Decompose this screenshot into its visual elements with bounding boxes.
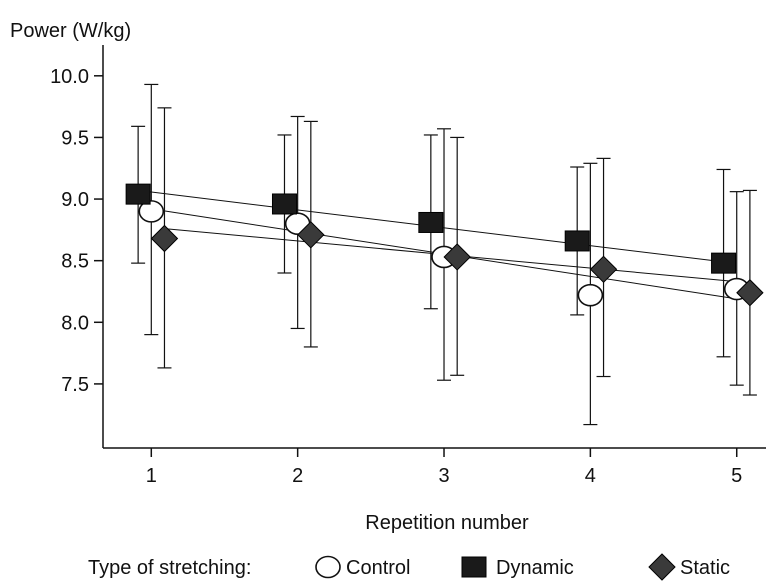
axes: 7.5 8.0 8.5 9.0 9.5 10.0 1 2 3 4 5 bbox=[50, 45, 766, 487]
marker-dynamic bbox=[711, 252, 737, 274]
y-tick-label: 9.5 bbox=[61, 127, 89, 149]
marker-control bbox=[138, 200, 165, 223]
marker-control bbox=[577, 283, 604, 307]
marker-static bbox=[589, 255, 618, 284]
marker-dynamic bbox=[564, 230, 590, 252]
legend-label-static: Static bbox=[680, 557, 730, 579]
y-axis-title: Power (W/kg) bbox=[10, 20, 131, 42]
marker-static bbox=[736, 279, 764, 307]
marker-dynamic bbox=[271, 193, 297, 215]
marker-dynamic bbox=[125, 183, 151, 205]
legend-label-control: Control bbox=[346, 557, 410, 579]
x-tick-label: 4 bbox=[585, 465, 596, 487]
marker-static bbox=[150, 224, 179, 253]
legend: Type of stretching: Control Dynamic Static bbox=[88, 553, 730, 581]
x-tick-label: 1 bbox=[146, 465, 157, 487]
legend-items: Control Dynamic Static bbox=[315, 553, 730, 581]
x-tick-label: 3 bbox=[438, 465, 449, 487]
y-tick-label: 10.0 bbox=[50, 66, 89, 88]
legend-marker-control bbox=[315, 555, 341, 579]
y-tick-label: 9.0 bbox=[61, 189, 89, 211]
data-markers bbox=[125, 183, 764, 307]
legend-marker-dynamic bbox=[461, 556, 487, 578]
legend-title: Type of stretching: bbox=[88, 557, 251, 579]
y-tick-label: 8.0 bbox=[61, 312, 89, 334]
y-tick-label: 7.5 bbox=[61, 374, 89, 396]
x-axis-title: Repetition number bbox=[365, 512, 529, 534]
marker-static bbox=[297, 221, 325, 249]
marker-static bbox=[443, 243, 471, 271]
x-tick-label: 5 bbox=[731, 465, 742, 487]
x-tick-label: 2 bbox=[292, 465, 303, 487]
marker-dynamic bbox=[418, 211, 444, 233]
y-tick-label: 8.5 bbox=[61, 251, 89, 273]
legend-marker-static bbox=[648, 553, 676, 581]
legend-label-dynamic: Dynamic bbox=[496, 557, 574, 579]
